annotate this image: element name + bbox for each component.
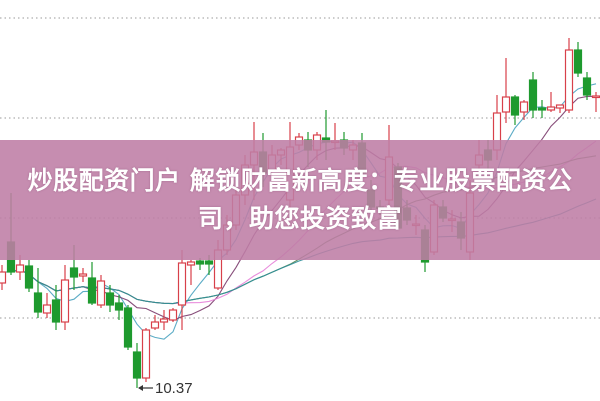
candle-up: [159, 310, 169, 330]
candle-up: [591, 92, 600, 112]
candle-down: [537, 100, 547, 118]
candle-up: [168, 308, 178, 322]
candle-body: [123, 307, 133, 348]
candle-up: [546, 92, 556, 112]
candle-body: [69, 267, 79, 278]
candle-body: [60, 279, 70, 323]
candle-body: [15, 264, 25, 273]
candle-body: [591, 95, 600, 99]
candle-up: [501, 58, 511, 123]
banner-title: 炒股配资门户 解锁财富新高度：专业股票配资公司，助您投资致富: [27, 166, 573, 233]
low-price-label: 10.37: [155, 380, 193, 397]
candle-down: [195, 258, 205, 270]
candle-body: [555, 104, 565, 109]
candle-body: [141, 329, 151, 379]
candle-up: [96, 275, 106, 308]
candle-down: [582, 72, 592, 100]
candle-down: [510, 95, 520, 125]
candle-body: [519, 101, 529, 113]
candle-body: [24, 265, 34, 289]
candle-body: [582, 77, 592, 96]
candle-up: [42, 293, 52, 318]
candle-down: [51, 285, 61, 330]
candle-body: [537, 107, 547, 111]
candle-body: [159, 318, 169, 323]
candle-up: [186, 260, 196, 285]
candle-body: [528, 79, 538, 111]
candle-down: [87, 262, 97, 305]
candle-up: [564, 38, 574, 113]
candle-up: [555, 104, 565, 113]
candle-down: [573, 42, 583, 77]
candle-body: [132, 351, 142, 379]
candle-body: [96, 280, 106, 306]
candle-body: [114, 302, 124, 311]
candle-down: [105, 285, 115, 312]
candle-body: [33, 292, 43, 313]
candle-body: [168, 309, 178, 321]
arrow-head-icon: [138, 385, 143, 391]
candle-body: [87, 277, 97, 304]
candle-up: [0, 265, 7, 290]
candle-body: [78, 273, 88, 277]
candle-body: [510, 96, 520, 116]
candle-up: [519, 100, 529, 120]
candle-body: [573, 49, 583, 74]
candle-up: [177, 250, 187, 330]
candle-body: [42, 304, 52, 314]
candle-body: [51, 299, 61, 323]
candle-body: [195, 260, 205, 265]
candle-body: [564, 49, 574, 111]
candle-body: [186, 261, 196, 266]
candle-down: [33, 268, 43, 318]
candle-body: [546, 106, 556, 111]
candle-down: [114, 295, 124, 320]
candle-up: [150, 315, 160, 330]
title-banner: 炒股配资门户 解锁财富新高度：专业股票配资公司，助您投资致富: [0, 140, 600, 260]
candle-up: [141, 328, 151, 382]
candle-body: [0, 271, 7, 284]
candle-up: [78, 268, 88, 282]
candle-body: [204, 260, 214, 265]
candle-down: [132, 343, 142, 388]
candle-body: [105, 292, 115, 306]
candle-up: [60, 265, 70, 330]
candle-down: [123, 305, 133, 350]
candle-down: [24, 260, 34, 292]
candle-body: [150, 321, 160, 329]
candle-down: [528, 72, 538, 118]
candle-body: [501, 96, 511, 113]
candle-body: [177, 262, 187, 306]
low-annotation: 10.37: [138, 380, 193, 397]
